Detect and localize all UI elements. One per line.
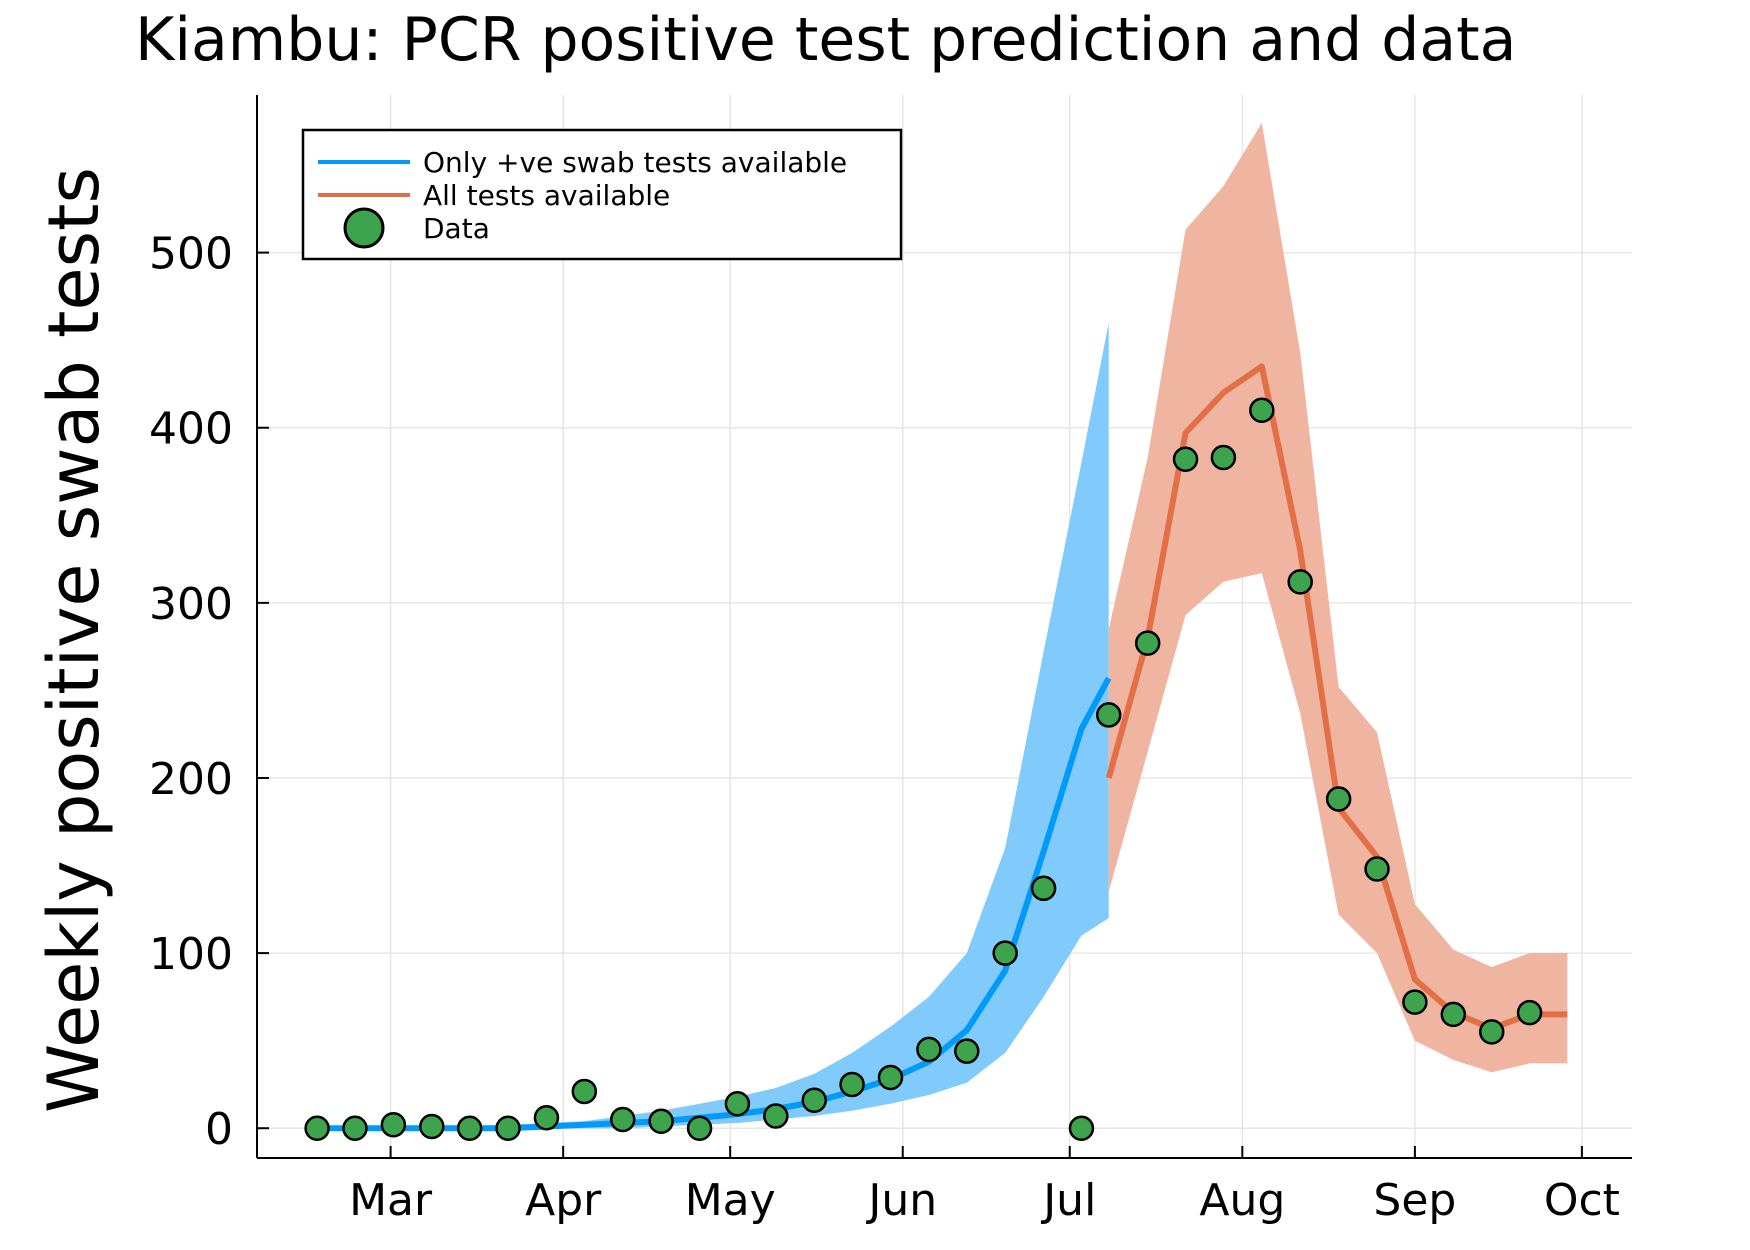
data-point [686, 1115, 713, 1141]
y-tick-label: 400 [149, 404, 233, 455]
data-point [992, 940, 1018, 966]
data-point [456, 1115, 483, 1141]
data-point [839, 1071, 865, 1098]
data-point [1172, 446, 1199, 473]
confidence-bands [317, 123, 1568, 1129]
y-axis-label: Weekly positive swab tests [33, 167, 115, 1113]
data-point [495, 1115, 521, 1141]
data-point [954, 1038, 980, 1064]
data-point [380, 1111, 407, 1138]
data-point [877, 1064, 904, 1091]
data-point [419, 1113, 445, 1140]
data-point [609, 1106, 636, 1133]
legend-label-data: Data [423, 212, 490, 245]
x-tick-label: Mar [349, 1175, 433, 1226]
data-point [571, 1078, 598, 1105]
chart-title: Kiambu: PCR positive test prediction and… [135, 5, 1516, 75]
y-tick-label: 500 [149, 229, 233, 280]
x-tick-label: Sep [1373, 1175, 1456, 1226]
data-point [1364, 856, 1390, 882]
data-point [533, 1104, 560, 1131]
data-point [342, 1115, 368, 1141]
data-point [1325, 786, 1352, 812]
data-point [1287, 569, 1313, 595]
data-point [724, 1090, 751, 1117]
y-tick-label: 0 [205, 1104, 233, 1155]
data-point [1440, 1001, 1467, 1028]
x-tick-label: Jul [1040, 1175, 1096, 1226]
data-point [1210, 444, 1237, 471]
legend-label-only-positive: Only +ve swab tests available [423, 146, 847, 179]
data-point [1478, 1019, 1505, 1045]
legend: Only +ve swab tests available All tests … [301, 128, 903, 261]
data-point [304, 1115, 330, 1141]
axes [256, 95, 1632, 1159]
data-points [304, 397, 1543, 1141]
data-point [1095, 702, 1122, 728]
band-only-positive [317, 322, 1109, 1129]
series-line-only-positive [317, 676, 1112, 1132]
x-tick-label: May [685, 1175, 776, 1226]
x-tick-label: Jun [865, 1175, 937, 1226]
data-point [648, 1108, 674, 1134]
data-point [1068, 1115, 1095, 1141]
data-point [1030, 875, 1057, 902]
data-point [1134, 630, 1161, 656]
x-tick-label: Aug [1199, 1175, 1285, 1226]
x-tick-label: Oct [1544, 1175, 1620, 1226]
data-point [1516, 999, 1543, 1026]
y-tick-label: 100 [149, 929, 233, 980]
data-point [1402, 989, 1428, 1015]
y-tick-label: 200 [149, 754, 233, 805]
legend-label-all-tests: All tests available [423, 179, 670, 212]
band-all-tests [1108, 123, 1568, 1073]
tick-labels: Mar Apr May Jun Jul Aug Sep Oct 0 100 200 300 400 500 [149, 229, 1620, 1226]
data-point [801, 1087, 827, 1113]
x-tick-label: Apr [525, 1175, 602, 1226]
data-point [1249, 397, 1275, 423]
data-point [763, 1103, 789, 1129]
legend-swatch-data [343, 207, 385, 249]
data-point [916, 1036, 942, 1063]
y-tick-label: 300 [149, 579, 233, 630]
